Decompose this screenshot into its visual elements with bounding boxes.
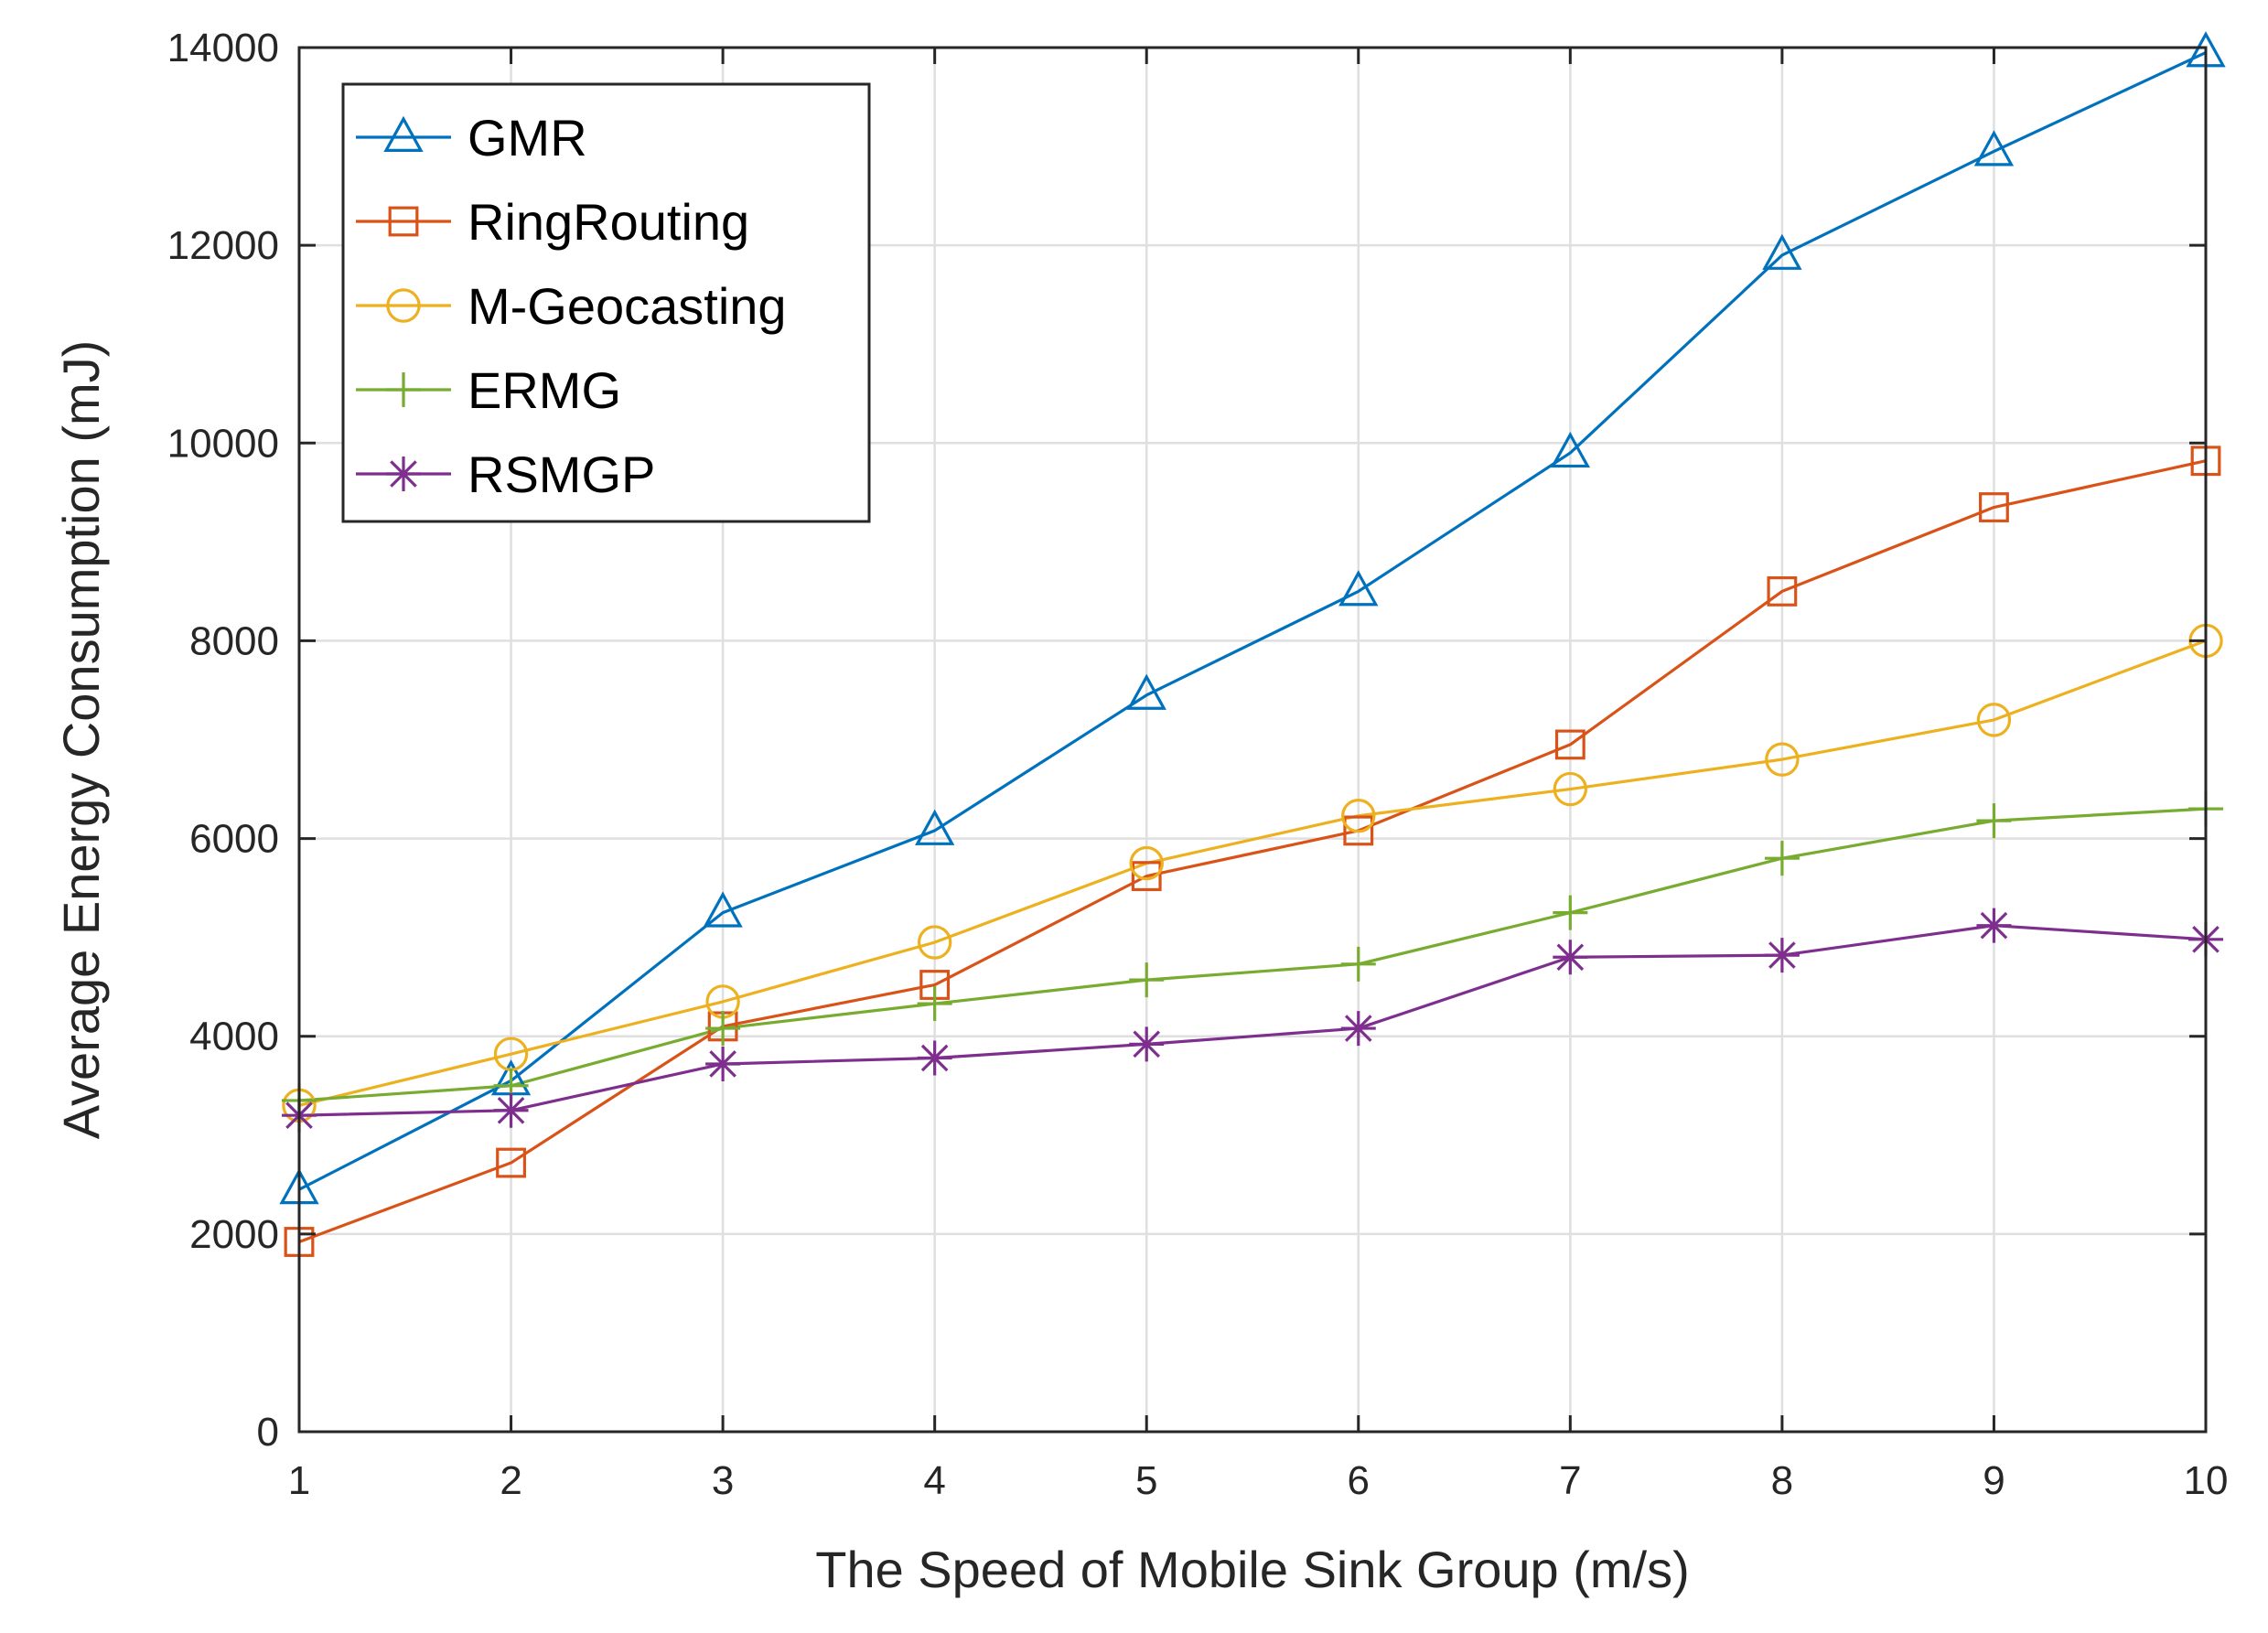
legend-label: RSMGP [468,446,655,503]
data-point-ringrouting [496,1147,526,1178]
data-point-m-geocasting [1341,799,1376,833]
y-tick-label: 2000 [189,1212,279,1257]
tick-labels: 1 2 3 4 5 6 7 8 9 10 0 2000 4000 6000 8000 10000 12000 14… [167,26,2229,1503]
data-point-ringrouting [1767,575,1798,607]
data-point-gmr [1550,431,1590,468]
data-point-ermg [1340,946,1376,982]
y-tick-label: 10000 [167,421,279,466]
x-tick-label: 8 [1771,1458,1793,1503]
y-axis-title: Average Energy Consumption (mJ) [52,340,110,1140]
x-tick-label: 7 [1559,1458,1581,1503]
legend-swatch-marker [388,206,419,237]
y-tick-label: 4000 [189,1015,279,1059]
legend-item-rsmgp: RSMGP [356,446,655,503]
legend-label: ERMG [468,361,621,419]
data-point-gmr [1973,130,2015,167]
data-point-rsmgp [493,1092,529,1128]
legend-item-ermg: ERMG [356,361,621,419]
data-point-rsmgp [1764,938,1800,973]
y-tick-label: 6000 [189,817,279,862]
legend-item-ringrouting: RingRouting [356,193,749,251]
axes-frame [297,46,2208,1434]
data-point-m-geocasting [1129,845,1164,881]
data-point-m-geocasting [1976,703,2012,737]
series-line-rsmgp [298,924,2207,1117]
legend-label: GMR [468,109,587,167]
x-tick-label: 10 [2184,1458,2229,1503]
data-point-m-geocasting [1765,742,1800,777]
data-point-rsmgp [1976,908,2012,943]
x-tick-label: 1 [288,1458,310,1503]
data-point-ermg [917,986,952,1022]
legend-swatch-marker [386,288,421,323]
data-point-ringrouting [1343,815,1374,846]
y-tick-label: 0 [257,1410,279,1455]
legend-swatch-marker [386,457,421,491]
series-line-gmr [298,50,2207,1191]
data-point-gmr [1762,233,1802,270]
data-point-ringrouting [1554,729,1585,760]
data-point-gmr [703,891,743,928]
series-line-ermg [298,807,2207,1102]
data-point-ermg [1764,841,1800,876]
legend-swatch-marker [383,115,424,152]
legend: GMR RingRouting M-Geocasting ERMG RSMGP [341,82,871,523]
series-line-m-geocasting [298,639,2207,1107]
data-point-m-geocasting [1553,771,1588,807]
x-tick-label: 6 [1348,1458,1370,1503]
y-tick-label: 14000 [167,26,279,70]
data-point-gmr [915,809,955,845]
series-line-ringrouting [298,459,2207,1244]
data-point-ringrouting [1131,861,1162,892]
series-lines [298,50,2207,1244]
x-tick-label: 5 [1135,1458,1157,1503]
axis-ticks [297,46,2208,1434]
y-tick-label: 12000 [167,223,279,268]
x-axis-title: The Speed of Mobile Sink Group (m/s) [815,1541,1690,1598]
legend-label: RingRouting [468,193,749,251]
data-point-ermg [705,1011,741,1047]
data-point-ringrouting [1979,492,2009,522]
data-point-ermg [1129,962,1165,998]
data-point-rsmgp [705,1046,741,1081]
x-tick-label: 9 [1983,1458,2005,1503]
legend-swatch-marker [386,372,421,407]
data-point-rsmgp [1129,1026,1165,1062]
data-point-gmr [1126,673,1166,710]
data-point-m-geocasting [917,925,952,960]
data-point-gmr [1338,570,1379,607]
data-point-rsmgp [917,1040,952,1076]
x-tick-label: 2 [500,1458,521,1503]
x-tick-label: 4 [923,1458,945,1503]
legend-item-gmr: GMR [356,109,587,167]
x-tick-label: 3 [712,1458,734,1503]
legend-box [341,82,871,523]
data-point-ermg [1553,895,1588,930]
data-point-rsmgp [1553,940,1588,975]
y-tick-label: 8000 [189,618,279,663]
legend-item-m-geocasting: M-Geocasting [356,277,787,335]
legend-label: M-Geocasting [468,277,787,335]
data-point-ermg [1976,803,2012,839]
data-point-rsmgp [1340,1011,1376,1047]
